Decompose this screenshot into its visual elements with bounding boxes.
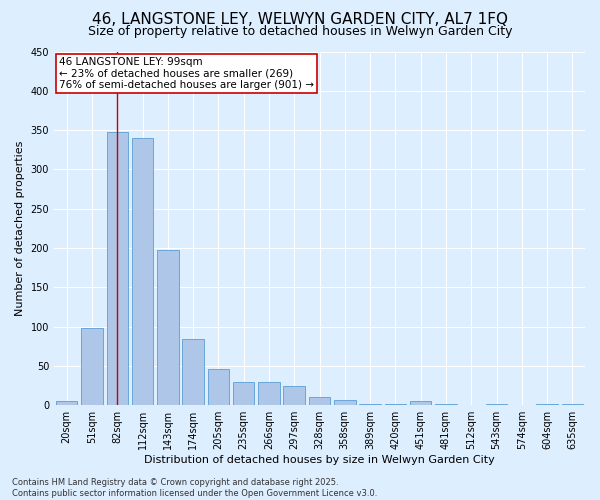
Bar	[182, 339, 204, 405]
Bar	[81, 328, 103, 405]
Bar	[208, 369, 229, 405]
Bar	[107, 132, 128, 405]
Bar	[486, 404, 507, 405]
Bar	[233, 382, 254, 405]
Bar	[410, 402, 431, 405]
Text: Size of property relative to detached houses in Welwyn Garden City: Size of property relative to detached ho…	[88, 25, 512, 38]
X-axis label: Distribution of detached houses by size in Welwyn Garden City: Distribution of detached houses by size …	[144, 455, 495, 465]
Text: Contains HM Land Registry data © Crown copyright and database right 2025.
Contai: Contains HM Land Registry data © Crown c…	[12, 478, 377, 498]
Bar	[385, 404, 406, 405]
Bar	[283, 386, 305, 405]
Text: 46 LANGSTONE LEY: 99sqm
← 23% of detached houses are smaller (269)
76% of semi-d: 46 LANGSTONE LEY: 99sqm ← 23% of detache…	[59, 57, 314, 90]
Bar	[562, 404, 583, 405]
Bar	[435, 404, 457, 405]
Bar	[157, 250, 179, 405]
Text: 46, LANGSTONE LEY, WELWYN GARDEN CITY, AL7 1FQ: 46, LANGSTONE LEY, WELWYN GARDEN CITY, A…	[92, 12, 508, 28]
Bar	[309, 398, 330, 405]
Bar	[258, 382, 280, 405]
Bar	[536, 404, 558, 405]
Bar	[56, 402, 77, 405]
Y-axis label: Number of detached properties: Number of detached properties	[15, 140, 25, 316]
Bar	[359, 404, 381, 405]
Bar	[334, 400, 356, 405]
Bar	[132, 138, 153, 405]
